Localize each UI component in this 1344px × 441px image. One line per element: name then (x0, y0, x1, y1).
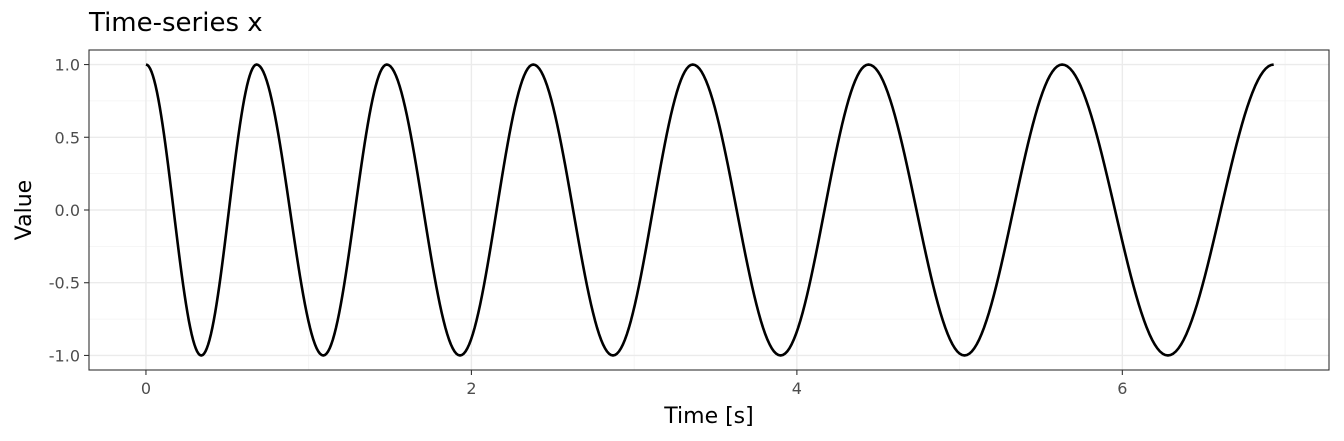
major-gridlines (89, 50, 1329, 370)
x-tick-label: 6 (1117, 379, 1127, 398)
y-tick-label: 0.0 (55, 201, 80, 220)
y-tick-label: -0.5 (49, 274, 80, 293)
x-axis: 0 2 4 6 (141, 370, 1127, 398)
y-axis-title: Value (12, 180, 37, 240)
y-tick-label: -1.0 (49, 346, 80, 365)
x-tick-label: 0 (141, 379, 151, 398)
x-tick-label: 4 (792, 379, 802, 398)
x-tick-label: 2 (466, 379, 476, 398)
y-tick-label: 0.5 (55, 128, 80, 147)
x-axis-title: Time [s] (663, 404, 753, 429)
series-layer (145, 63, 1274, 357)
y-axis: 1.0 0.5 0.0 -0.5 -1.0 (49, 56, 89, 365)
y-tick-label: 1.0 (55, 56, 80, 75)
chart-title: Time-series x (88, 8, 263, 38)
series-line (145, 63, 1274, 357)
